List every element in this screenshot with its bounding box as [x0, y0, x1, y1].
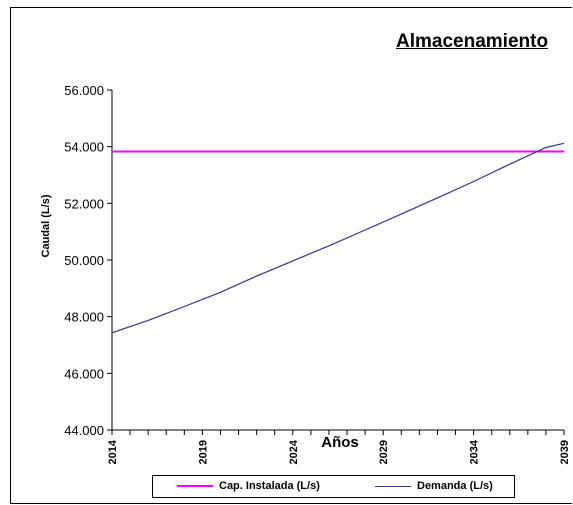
- legend-item-demanda: Demanda (L/s): [375, 480, 493, 492]
- legend-swatch-demanda: [375, 485, 411, 487]
- y-tick-label: 50.000: [64, 253, 104, 268]
- chart-legend: Cap. Instalada (L/s) Demanda (L/s): [152, 475, 515, 498]
- y-tick-label: 46.000: [64, 366, 104, 381]
- series-line-1: [111, 142, 565, 334]
- x-tick-label: 2019: [197, 440, 209, 464]
- x-tick-label: 2014: [107, 439, 119, 464]
- x-tick-label: 2039: [559, 440, 571, 464]
- y-axis-label: Caudal (L/s): [40, 194, 52, 257]
- y-tick-label: 48.000: [64, 310, 104, 325]
- legend-label-cap-instalada: Cap. Instalada (L/s): [219, 480, 320, 492]
- legend-label-demanda: Demanda (L/s): [417, 480, 493, 492]
- legend-item-cap-instalada: Cap. Instalada (L/s): [177, 480, 320, 492]
- y-tick-label: 52.000: [64, 196, 104, 211]
- chart-title: Almacenamiento: [396, 31, 549, 52]
- x-axis-label: Años: [321, 434, 359, 451]
- x-tick-label: 2029: [378, 440, 390, 464]
- y-tick-label: 44.000: [64, 423, 104, 438]
- y-tick-label: 56.000: [64, 83, 104, 98]
- x-tick-label: 2034: [469, 439, 481, 464]
- y-tick-label: 54.000: [64, 140, 104, 155]
- chart-frame: [10, 7, 572, 504]
- x-tick-label: 2024: [288, 439, 300, 464]
- legend-swatch-cap-instalada: [177, 485, 213, 487]
